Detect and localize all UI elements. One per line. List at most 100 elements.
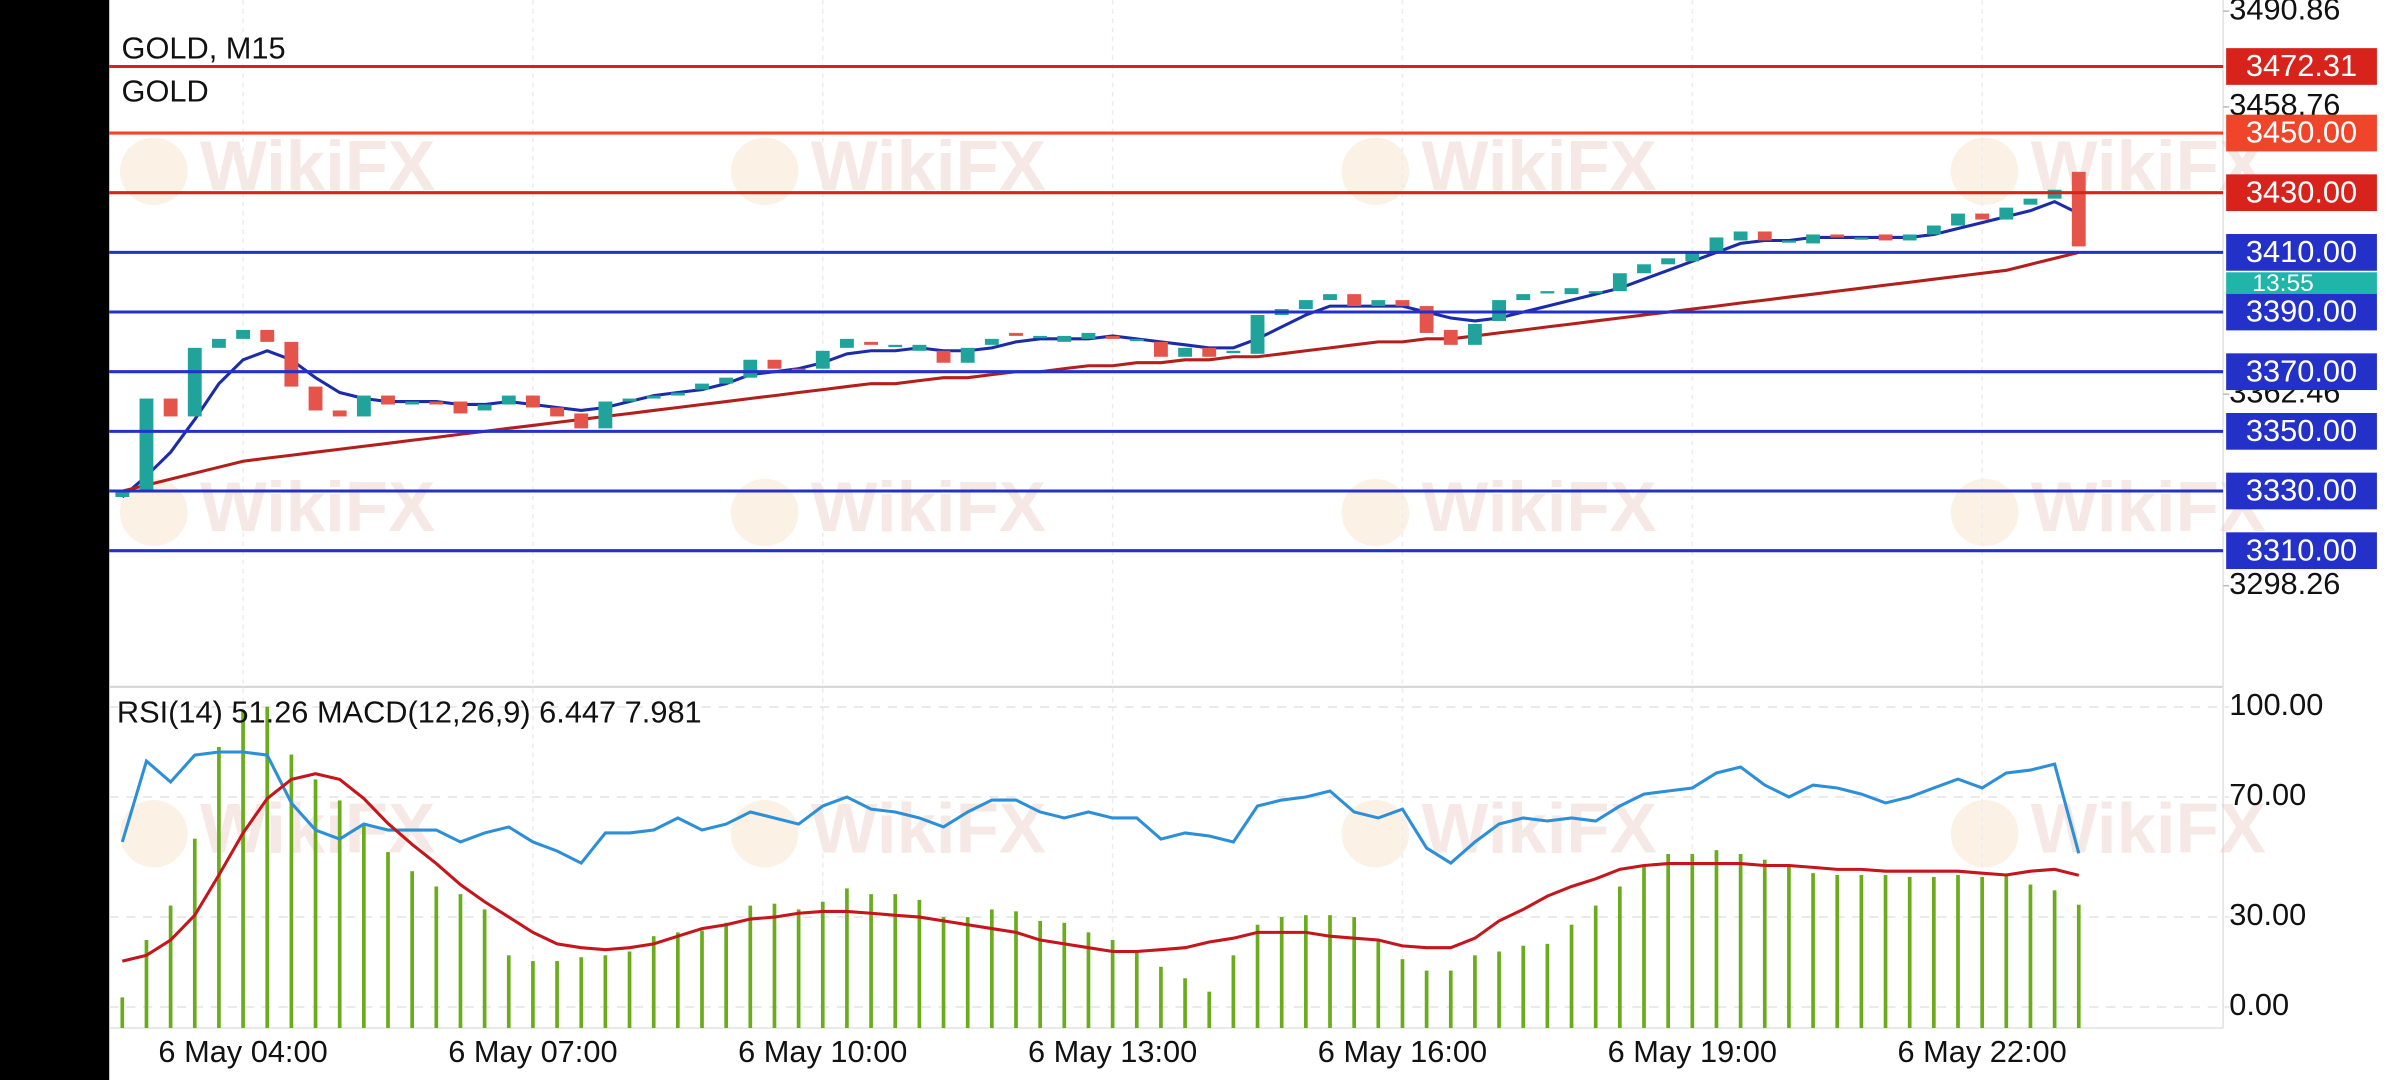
candle — [284, 341, 299, 387]
macd-bar — [217, 746, 221, 1028]
macd-bar — [265, 706, 270, 1028]
left-bar — [0, 0, 110, 1080]
watermark: WikiFX — [811, 467, 1046, 546]
candle — [1951, 213, 1965, 226]
level-label: 3390.00 — [2246, 294, 2357, 329]
watermark: WikiFX — [200, 788, 435, 867]
candle — [1443, 329, 1458, 345]
level-label-box — [2226, 472, 2377, 510]
candle — [1178, 347, 1192, 357]
y-tick-label: 70.00 — [2229, 777, 2306, 812]
candle — [1154, 341, 1168, 357]
macd-bar — [1497, 951, 1501, 1028]
candle — [984, 338, 999, 345]
macd-bar — [1666, 853, 1670, 1028]
candle — [1782, 240, 1796, 243]
macd-bar — [1617, 886, 1622, 1028]
macd-bar — [1255, 924, 1260, 1028]
macd-bar — [2076, 904, 2081, 1028]
level-label: 3350.00 — [2246, 413, 2357, 448]
candle — [1516, 294, 1531, 301]
candle — [1757, 231, 1772, 241]
level-label-box — [2226, 412, 2377, 450]
countdown-box — [2226, 272, 2377, 294]
candle — [1878, 234, 1893, 241]
level-label: 3410.00 — [2246, 234, 2357, 269]
macd-bar — [1690, 853, 1695, 1028]
candle — [139, 398, 154, 492]
candle — [526, 395, 540, 408]
x-tick-label: 6 May 13:00 — [1028, 1034, 1197, 1069]
watermark-logo — [120, 800, 188, 868]
candle — [1057, 335, 1072, 342]
x-tick-label: 6 May 04:00 — [158, 1034, 327, 1069]
signal-line — [121, 772, 2080, 963]
candle — [646, 395, 661, 399]
macd-bar — [1883, 875, 1888, 1028]
macd-bar — [1159, 966, 1163, 1028]
x-tick-label: 6 May 10:00 — [738, 1034, 907, 1069]
macd-bar — [893, 894, 898, 1028]
macd-bar — [1787, 865, 1791, 1028]
candle — [1685, 252, 1700, 262]
level-label-box — [2226, 174, 2377, 212]
candle — [1371, 300, 1386, 307]
candle — [864, 341, 878, 345]
macd-bar — [1907, 876, 1912, 1028]
candle — [115, 491, 130, 497]
candle — [1033, 335, 1048, 339]
candle — [1323, 294, 1337, 301]
macd-bar — [724, 922, 728, 1028]
y-tick-label: 30.00 — [2229, 897, 2306, 932]
candle — [477, 404, 492, 411]
watermark-logo — [1341, 478, 1410, 547]
level-label: 3310.00 — [2246, 532, 2357, 567]
macd-bar — [1231, 955, 1236, 1028]
level-label-box — [2226, 114, 2377, 152]
macd-bar — [1279, 917, 1284, 1028]
watermark-logo — [1341, 800, 1410, 868]
candle — [767, 359, 782, 369]
candle — [1298, 300, 1313, 310]
candle — [1999, 207, 2014, 220]
watermark-logo — [730, 800, 799, 868]
level-label: 3472.31 — [2246, 48, 2357, 83]
candle — [888, 344, 903, 348]
macd-bar — [1545, 943, 1550, 1028]
candle — [501, 395, 516, 405]
candle — [2071, 171, 2086, 247]
watermark-logo — [120, 137, 188, 205]
level-label-box — [2226, 353, 2377, 391]
macd-bar — [1086, 932, 1091, 1028]
candle — [1612, 273, 1627, 292]
macd-bar — [1400, 959, 1405, 1028]
candle — [574, 413, 589, 429]
candle — [308, 386, 323, 411]
level-label-box — [2226, 293, 2377, 331]
candle — [1588, 291, 1603, 294]
symbol-title: GOLD, M15 — [122, 31, 286, 66]
candle — [743, 359, 758, 378]
candle — [1395, 300, 1410, 307]
macd-bar — [1183, 978, 1187, 1028]
macd-bar — [458, 894, 463, 1028]
level-label: 3450.00 — [2246, 115, 2357, 150]
macd-bar — [410, 871, 414, 1028]
macd-bar — [965, 917, 970, 1028]
macd-bar — [1038, 920, 1043, 1028]
macd-bar — [820, 901, 825, 1028]
macd-bar — [869, 894, 873, 1028]
candle — [1902, 234, 1917, 241]
macd-bar — [241, 710, 245, 1028]
level-label: 3370.00 — [2246, 353, 2357, 388]
macd-bar — [1762, 859, 1767, 1028]
y-tick-label: 100.00 — [2229, 687, 2323, 722]
watermark: WikiFX — [2031, 788, 2266, 867]
macd-bar — [651, 936, 656, 1028]
macd-bar — [120, 997, 125, 1028]
macd-bar — [192, 838, 197, 1028]
macd-bar — [1062, 922, 1067, 1028]
